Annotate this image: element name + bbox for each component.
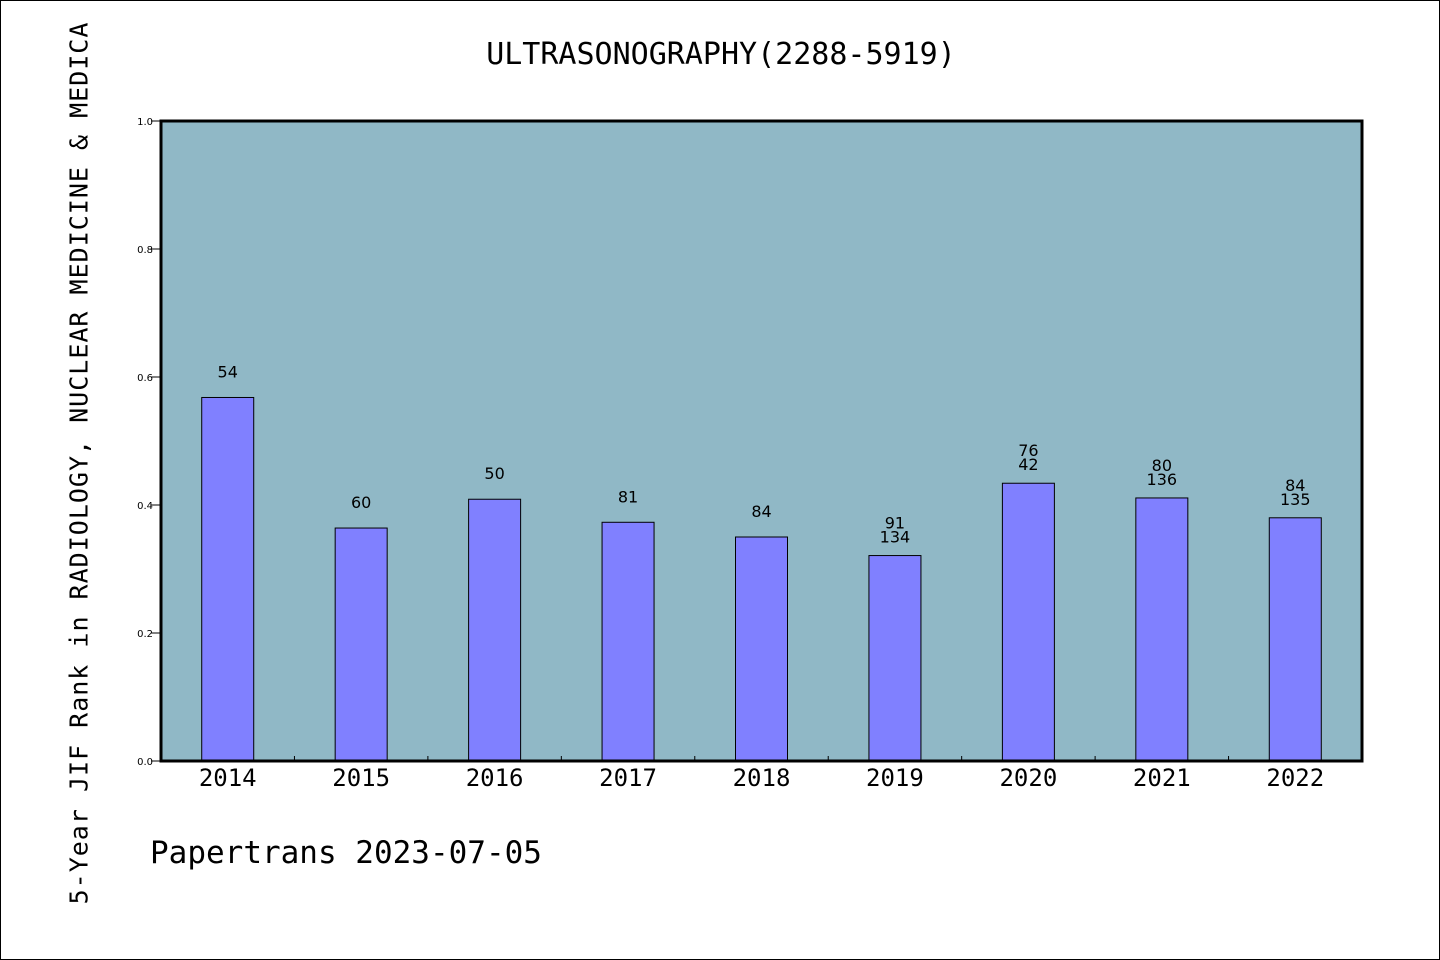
x-tick-label: 2017 bbox=[599, 764, 657, 792]
data-label: 76 bbox=[1018, 441, 1038, 460]
bar bbox=[334, 527, 388, 762]
x-tick-label: 2018 bbox=[733, 764, 791, 792]
y-tick-label: 1.0 bbox=[137, 117, 153, 128]
data-label: 91 bbox=[885, 514, 905, 533]
chart-title: ULTRASONOGRAPHY(2288-5919) bbox=[486, 37, 956, 72]
y-tick-label: 0.2 bbox=[137, 629, 153, 640]
y-tick-label: 0.4 bbox=[137, 501, 153, 512]
footer-credit: Papertrans 2023-07-05 bbox=[150, 835, 542, 871]
x-tick-label: 2019 bbox=[866, 764, 924, 792]
data-label: 42 bbox=[1018, 455, 1038, 474]
x-tick-label: 2014 bbox=[199, 764, 257, 792]
data-label: 136 bbox=[1147, 470, 1178, 489]
bar bbox=[1135, 497, 1189, 762]
plot-frame bbox=[159, 119, 1364, 763]
y-tick-label: 0.8 bbox=[137, 245, 153, 256]
bar bbox=[201, 396, 255, 762]
data-label: 81 bbox=[618, 487, 638, 506]
bar bbox=[1268, 517, 1322, 762]
y-tick-label: 0.6 bbox=[137, 373, 153, 384]
bar bbox=[468, 498, 522, 762]
data-label: 84 bbox=[751, 502, 771, 521]
x-tick-label: 2016 bbox=[466, 764, 524, 792]
bar bbox=[868, 555, 922, 762]
x-tick-label: 2021 bbox=[1133, 764, 1191, 792]
data-label: 135 bbox=[1280, 490, 1311, 509]
y-tick-label: 0.0 bbox=[137, 757, 153, 768]
data-label: 60 bbox=[351, 493, 371, 512]
x-tick-label: 2015 bbox=[332, 764, 390, 792]
bar bbox=[1001, 482, 1055, 762]
data-label: 84 bbox=[1285, 476, 1305, 495]
bar bbox=[601, 521, 655, 762]
bar bbox=[735, 536, 788, 762]
data-label: 80 bbox=[1152, 456, 1172, 475]
data-label: 50 bbox=[484, 464, 504, 483]
data-label: 54 bbox=[218, 362, 238, 381]
x-tick-label: 2022 bbox=[1266, 764, 1324, 792]
x-tick-label: 2020 bbox=[999, 764, 1057, 792]
data-label: 134 bbox=[880, 528, 911, 547]
